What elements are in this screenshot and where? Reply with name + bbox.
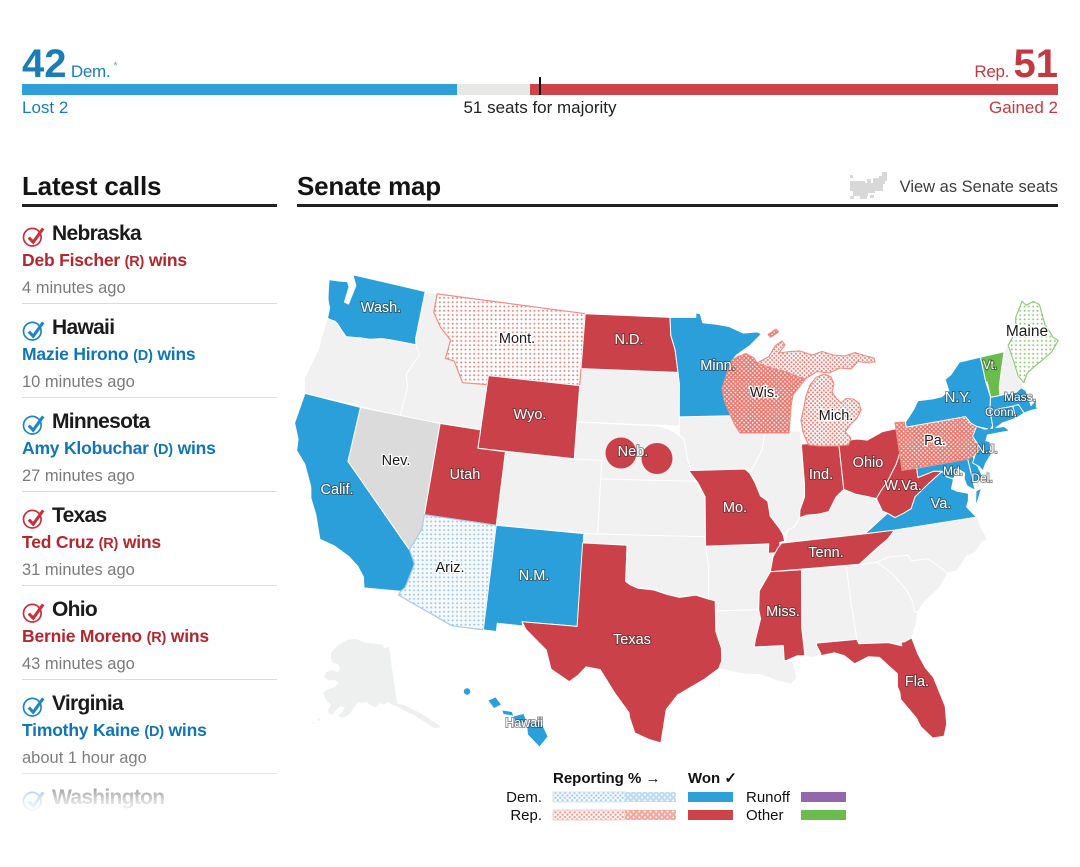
svg-text:Ariz.: Ariz. (436, 560, 465, 576)
svg-text:Ohio: Ohio (853, 455, 884, 471)
svg-text:Ind.: Ind. (809, 467, 833, 483)
svg-text:Wis.: Wis. (750, 385, 778, 401)
svg-text:Minn.: Minn. (700, 358, 735, 374)
svg-text:Vt.: Vt. (983, 360, 997, 372)
svg-text:Wash.: Wash. (361, 300, 402, 316)
svg-text:Wyo.: Wyo. (514, 407, 547, 423)
svg-text:Utah: Utah (450, 467, 481, 483)
svg-text:Mont.: Mont. (499, 331, 535, 347)
svg-text:Tenn.: Tenn. (808, 545, 843, 561)
svg-text:Other: Other (746, 807, 784, 824)
svg-text:W.Va.: W.Va. (884, 478, 922, 494)
svg-text:Fla.: Fla. (905, 674, 929, 690)
svg-text:Reporting % →: Reporting % → (553, 770, 661, 787)
svg-text:Md.: Md. (943, 464, 963, 478)
svg-text:Mo.: Mo. (723, 500, 747, 516)
svg-text:Va.: Va. (931, 496, 952, 512)
svg-text:N.Y.: N.Y. (945, 390, 971, 406)
svg-text:Nev.: Nev. (382, 453, 411, 469)
svg-text:Pa.: Pa. (924, 433, 946, 449)
svg-text:Conn.: Conn. (985, 405, 1017, 419)
svg-text:Rep.: Rep. (510, 807, 542, 824)
svg-text:Dem.: Dem. (506, 789, 542, 806)
svg-text:N.J.: N.J. (976, 442, 997, 456)
svg-text:Hawaii: Hawaii (505, 716, 543, 730)
svg-text:N.D.: N.D. (615, 332, 644, 348)
svg-text:Miss.: Miss. (766, 604, 800, 620)
svg-text:Mass.: Mass. (1004, 390, 1036, 404)
svg-text:Mich.: Mich. (819, 408, 854, 424)
svg-text:Maine: Maine (1006, 323, 1048, 340)
svg-text:Won ✓: Won ✓ (688, 770, 737, 787)
svg-text:Runoff: Runoff (746, 789, 791, 806)
svg-text:Neb.: Neb. (618, 444, 649, 460)
svg-text:Texas: Texas (613, 632, 651, 648)
svg-text:Calif.: Calif. (320, 482, 353, 498)
svg-text:N.M.: N.M. (519, 568, 550, 584)
svg-text:Del.: Del. (971, 471, 992, 485)
